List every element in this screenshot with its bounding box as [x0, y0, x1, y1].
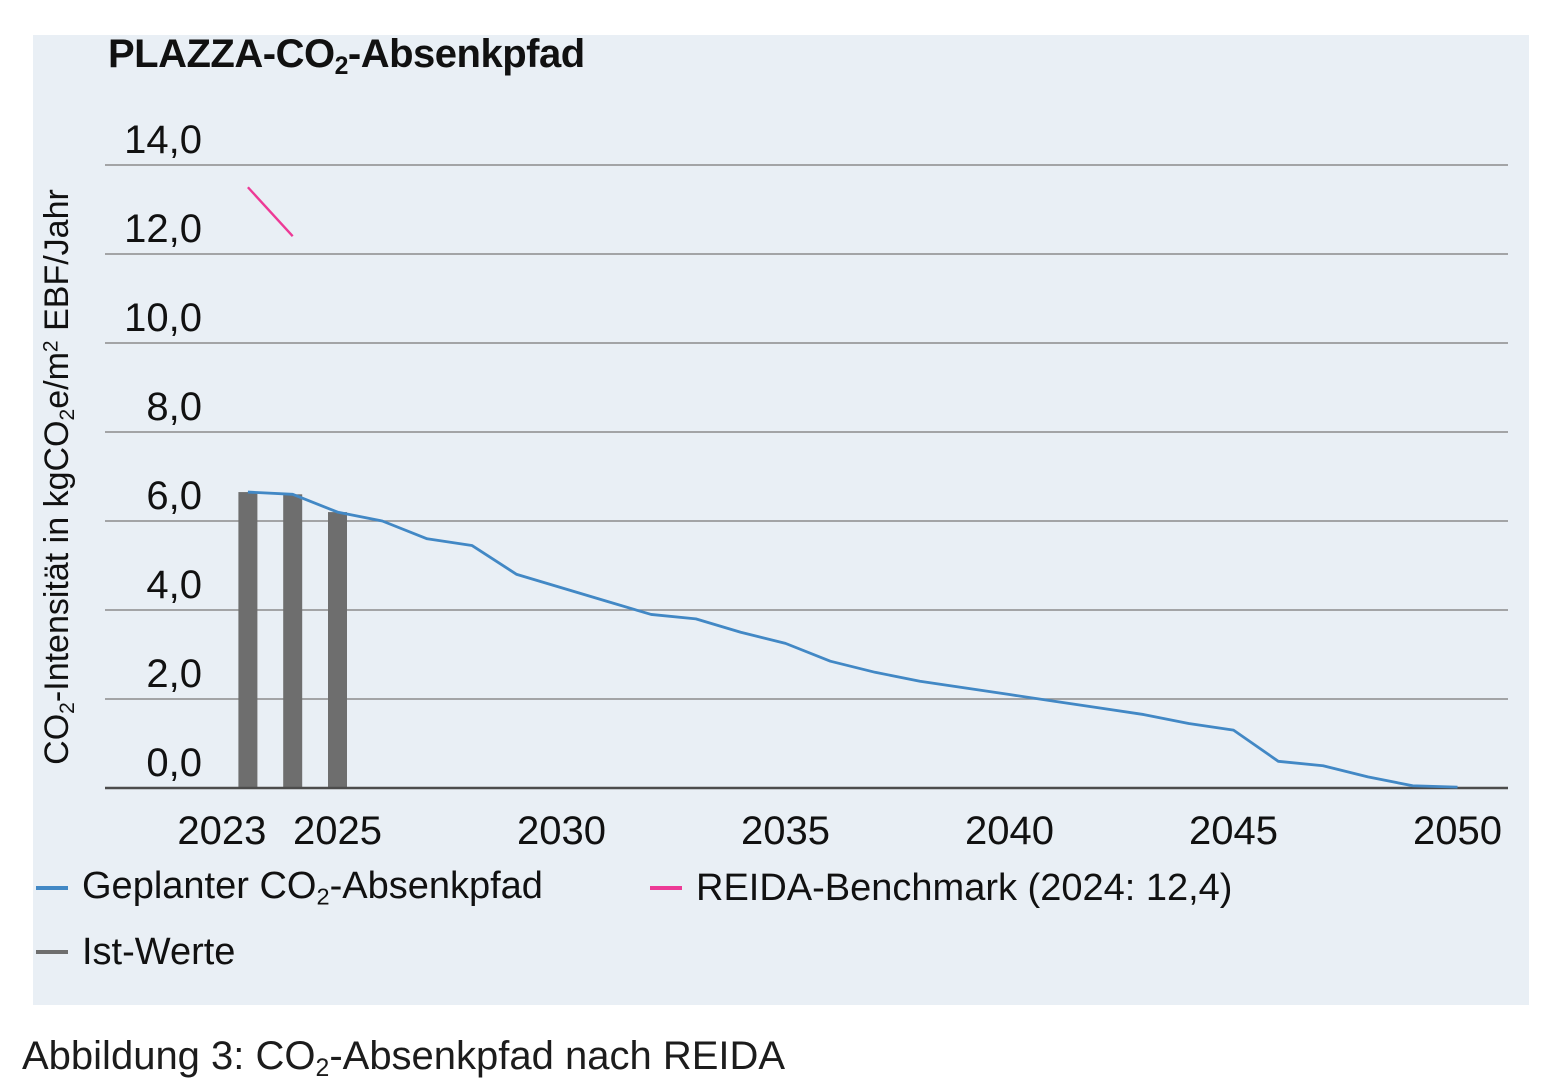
y-tick-label-14: 14,0 — [124, 118, 202, 162]
text-segment: e/m — [38, 352, 76, 409]
text-segment: CO — [38, 713, 76, 765]
y-tick-label-12: 12,0 — [124, 207, 202, 251]
bar-2023 — [238, 492, 258, 788]
x-tick-label-2023: 2023 — [177, 809, 266, 853]
legend-line-swatch-benchmark-icon — [650, 886, 682, 890]
x-tick-label-2050: 2050 — [1413, 809, 1502, 853]
text-segment: -Absenkpfad — [329, 865, 543, 908]
text-segment: -Absenkpfad — [347, 32, 585, 76]
legend-label-geplanter-absenkpfad: Geplanter CO2-Absenkpfad — [82, 865, 543, 911]
x-tick-label-2040: 2040 — [965, 809, 1054, 853]
benchmark-line — [247, 186, 294, 238]
text-segment: PLAZZA-CO — [108, 32, 335, 76]
text-segment: 2 — [55, 408, 79, 421]
bar-2025 — [328, 512, 347, 788]
y-tick-label-4: 4,0 — [146, 563, 202, 607]
x-tick-label-2045: 2045 — [1189, 809, 1278, 853]
text-segment: Geplanter CO — [82, 865, 317, 908]
text-segment: 2 — [55, 702, 79, 714]
bar-2024 — [283, 494, 303, 788]
legend-label-reida-benchmark: REIDA-Benchmark (2024: 12,4) — [696, 867, 1232, 910]
figure-caption: Abbildung 3: CO2-Absenkpfad nach REIDA — [22, 1034, 785, 1083]
legend-item-geplanter-absenkpfad: Geplanter CO2-Absenkpfad — [36, 865, 543, 911]
text-segment: -Intensität in kgCO — [38, 420, 76, 703]
y-tick-label-10: 10,0 — [124, 296, 202, 340]
planned-line — [247, 490, 1458, 789]
text-segment: 2 — [334, 52, 349, 80]
y-axis-title: CO2-Intensität in kgCO2e/m2 EBF/Jahr — [38, 162, 80, 792]
text-segment: 2 — [315, 1054, 330, 1082]
y-tick-label-8: 8,0 — [146, 385, 202, 429]
legend-item-ist-werte: Ist-Werte — [36, 930, 235, 974]
text-segment: -Absenkpfad nach REIDA — [329, 1034, 786, 1078]
legend-line-swatch-ist-werte-icon — [36, 950, 68, 954]
legend-line-swatch-planned-icon — [36, 886, 68, 890]
text-segment: Abbildung 3: CO — [22, 1034, 316, 1078]
y-tick-label-0: 0,0 — [146, 741, 202, 785]
x-tick-label-2030: 2030 — [517, 809, 606, 853]
text-segment: 2 — [316, 883, 330, 910]
text-segment: EBF/Jahr — [38, 189, 76, 341]
x-tick-label-2035: 2035 — [741, 809, 830, 853]
y-tick-label-6: 6,0 — [146, 474, 202, 518]
text-segment: Ist-Werte — [82, 930, 236, 973]
legend-item-reida-benchmark: REIDA-Benchmark (2024: 12,4) — [650, 866, 1232, 910]
chart-title: PLAZZA-CO2-Absenkpfad — [108, 32, 585, 81]
text-segment: 2 — [39, 340, 63, 353]
legend-label-ist-werte: Ist-Werte — [82, 931, 235, 974]
text-segment: REIDA-Benchmark (2024: 12,4) — [696, 866, 1233, 909]
figure-panel — [33, 35, 1529, 1005]
y-tick-label-2: 2,0 — [146, 652, 202, 696]
x-tick-label-2025: 2025 — [293, 809, 382, 853]
